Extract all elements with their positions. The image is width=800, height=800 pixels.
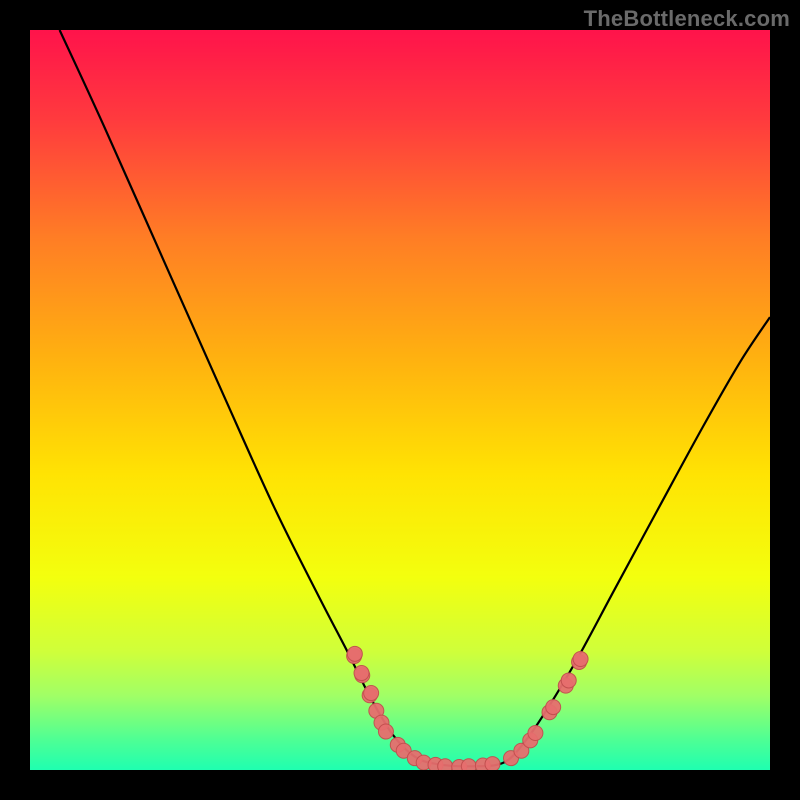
marker-point [485,757,500,770]
plot-area [30,30,770,770]
chart-frame: TheBottleneck.com [0,0,800,800]
marker-point [438,759,453,770]
marker-point [364,686,379,701]
marker-point [347,646,362,661]
gradient-background [30,30,770,770]
bottleneck-chart [30,30,770,770]
marker-point [461,759,476,770]
marker-point [546,700,561,715]
marker-point [528,726,543,741]
marker-point [573,652,588,667]
marker-point [354,666,369,681]
marker-point [561,673,576,688]
marker-point [378,724,393,739]
watermark-text: TheBottleneck.com [584,6,790,32]
